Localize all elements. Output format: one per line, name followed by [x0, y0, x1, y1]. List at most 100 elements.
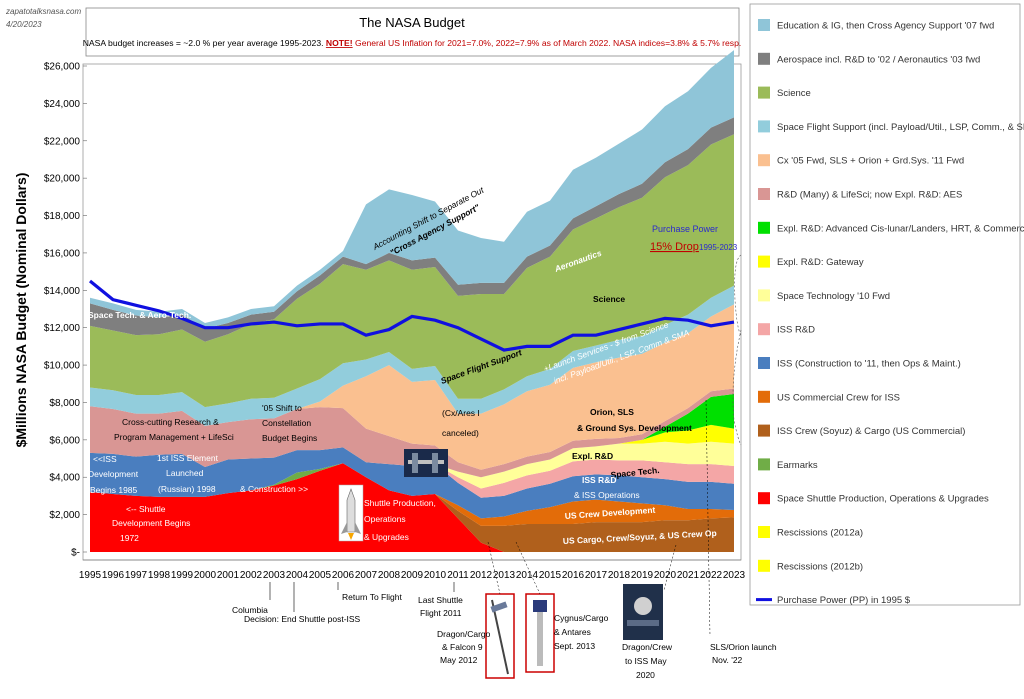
x-tick-label: 2022: [700, 570, 723, 581]
area-series-9: [90, 388, 734, 478]
annotation-a27: (Russian) 1998: [158, 484, 216, 494]
x-tick-label: 1995: [79, 570, 102, 581]
y-tick-label: $4,000: [49, 473, 80, 484]
annotation-a31: ISS R&D: [582, 475, 616, 485]
x-tick-label: 2019: [631, 570, 654, 581]
callout-c7: & Falcon 9: [442, 642, 483, 652]
y-tick-label: $20,000: [44, 174, 81, 185]
annotation-a20: Orion, SLS: [590, 407, 634, 417]
annotation-a24: Begins 1985: [90, 485, 138, 495]
area-series-12: [90, 134, 734, 408]
legend-label: US Commercial Crew for ISS: [777, 392, 900, 403]
source-label: zapatotalksnasa.com: [5, 7, 81, 16]
annotation-a9: Science: [593, 294, 625, 304]
chart-subtitle: NASA budget increases = ~2.0 % per year …: [83, 38, 742, 48]
iss-image: [404, 449, 448, 477]
cygnus-cargo-image: [525, 593, 555, 673]
callout-c5: Flight 2011: [420, 608, 462, 618]
y-tick-label: $6,000: [49, 435, 80, 446]
area-series-0: [90, 463, 734, 552]
x-tick-label: 2021: [677, 570, 700, 581]
callout-c11: Sept. 2013: [554, 641, 595, 651]
area-series-5: [90, 447, 734, 498]
y-tick-label: $2,000: [49, 510, 80, 521]
legend: Education & IG, then Cross Agency Suppor…: [756, 19, 1024, 606]
x-tick-label: 2010: [424, 570, 447, 581]
annotation-a1: Space Tech. & Aero-Tech.: [88, 310, 191, 320]
x-tick-label: 1998: [148, 570, 171, 581]
callout-c3: Return To Flight: [342, 592, 402, 602]
area-series-13: [90, 117, 734, 342]
x-tick-label: 2004: [286, 570, 309, 581]
y-axis: $- $2,000 $4,000 $6,000 $8,000 $10,000 $12,000…: [44, 62, 87, 559]
x-tick-label: 2020: [654, 570, 677, 581]
x-tick-label: 2023: [723, 570, 746, 581]
x-tick-label: 2016: [562, 570, 585, 581]
annotation-a32: & ISS Operations: [574, 490, 640, 500]
y-tick-label: $18,000: [44, 211, 81, 222]
y-axis-label: $Millions NASA Budget (Nominal Dollars): [13, 173, 29, 448]
x-tick-label: 2006: [332, 570, 355, 581]
area-series-2: [90, 463, 734, 552]
annotation-a26: Launched: [166, 468, 204, 478]
title-box: [85, 7, 740, 57]
x-tick-label: 2000: [194, 570, 217, 581]
date-label: 4/20/2023: [6, 20, 42, 29]
legend-swatch: [758, 19, 770, 31]
callout-c15: SLS/Orion launch: [710, 642, 777, 652]
legend-label: Education & IG, then Cross Agency Suppor…: [777, 21, 994, 32]
x-axis: 1995 1996 1997 1998 1999 2000 2001 2002 2003 2004…: [79, 559, 746, 581]
area-series-3: [90, 463, 734, 526]
callout-c13: to ISS May: [625, 656, 667, 666]
legend-swatch: [758, 86, 770, 99]
legend-label: Science: [777, 88, 811, 99]
legend-swatch: [758, 390, 770, 403]
annotation-a8: 1995-2023: [699, 243, 738, 252]
annotation-a35: 1972: [120, 533, 139, 543]
x-tick-label: 2008: [378, 570, 401, 581]
area-series-11: [90, 285, 734, 426]
legend-label: Expl. R&D: Advanced Cis-lunar/Landers, H…: [777, 223, 1024, 234]
purchase-power-line: [88, 279, 735, 352]
purchase-power-path: [88, 279, 735, 352]
x-tick-label: 2013: [493, 570, 516, 581]
callout-c8: May 2012: [440, 655, 478, 665]
legend-box: [749, 3, 1021, 606]
legend-label: Expl. R&D: Gateway: [777, 257, 864, 268]
legend-swatch: [758, 188, 770, 200]
annotation-a12: '05 Shift to: [262, 403, 302, 413]
annotation-a36: Shuttle Production,: [364, 498, 436, 508]
legend-swatch: [758, 221, 770, 234]
annotation-a11: Program Management + LifeSci: [114, 432, 234, 442]
annotation-a21: & Ground Sys. Development: [577, 423, 692, 433]
callout-c9: Cygnus/Cargo: [554, 613, 609, 623]
y-tick-label: $22,000: [44, 136, 81, 147]
annotation-a10: Cross-cutting Research &: [122, 417, 219, 427]
x-tick-label: 2007: [355, 570, 378, 581]
legend-swatch: [758, 323, 770, 336]
y-tick-label: $8,000: [49, 398, 80, 409]
x-tick-label: 2005: [309, 570, 332, 581]
legend-swatch: [758, 492, 770, 505]
legend-label: Aerospace incl. R&D to '02 / Aeronautics…: [777, 54, 980, 65]
x-tick-label: 2002: [240, 570, 263, 581]
area-series-14: [90, 50, 734, 329]
x-tick-label: 1999: [171, 570, 194, 581]
callout-c4: Last Shuttle: [418, 595, 463, 605]
annotation-a13: Constellation: [262, 418, 311, 428]
y-tick-label: $14,000: [44, 286, 81, 297]
shuttle-image: [338, 484, 364, 542]
legend-swatch: [758, 458, 770, 471]
x-tick-label: 2012: [470, 570, 493, 581]
x-tick-label: 2009: [401, 570, 424, 581]
legend-swatch: [758, 120, 770, 133]
x-tick-label: 2018: [608, 570, 631, 581]
dragon-cargo-image: [485, 593, 515, 679]
legend-label: ISS Crew (Soyuz) & Cargo (US Commercial): [777, 426, 965, 437]
annotation-a33: <-- Shuttle: [126, 504, 166, 514]
legend-label: R&D (Many) & LifeSci; now Expl. R&D: AES: [777, 190, 962, 201]
area-series-6: [90, 441, 734, 489]
area-series-4: [90, 447, 734, 519]
legend-label: Space Shuttle Production, Operations & U…: [777, 494, 989, 505]
